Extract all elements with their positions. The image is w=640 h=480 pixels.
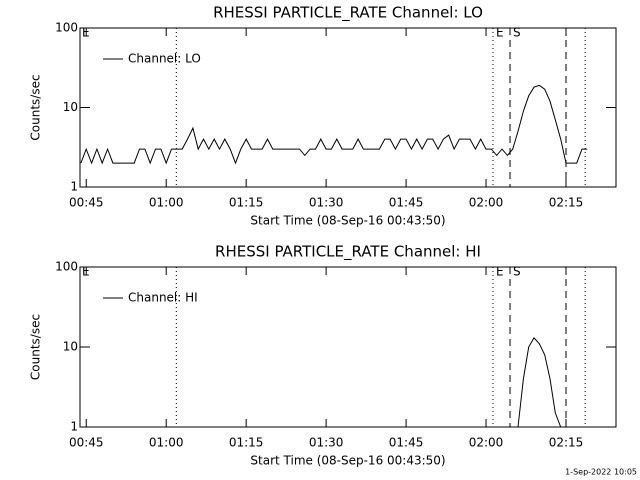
x-tick-label: 02:15	[549, 436, 584, 450]
footer: 1-Sep-2022 10:05	[565, 468, 637, 477]
x-tick-label: 01:15	[229, 436, 264, 450]
x-tick-label: 02:00	[469, 196, 504, 210]
x-tick-label: 00:45	[69, 436, 104, 450]
x-tick-label: 02:15	[549, 196, 584, 210]
x-axis-label: Start Time (08-Sep-16 00:43:50)	[250, 454, 445, 468]
y-axis-label: Counts/sec	[29, 74, 43, 140]
x-tick-label: 01:45	[389, 196, 424, 210]
corner-label: E	[82, 26, 90, 40]
annotation: S	[513, 26, 521, 40]
x-tick-label: 01:00	[149, 436, 184, 450]
chart-title: RHESSI PARTICLE_RATE Channel: HI	[215, 243, 481, 262]
legend-label: Channel: LO	[128, 52, 201, 66]
x-tick-label: 01:00	[149, 196, 184, 210]
series-line	[517, 337, 562, 428]
x-tick-label: 01:30	[309, 196, 344, 210]
y-tick-label: 10	[63, 100, 78, 114]
annotation: E	[496, 265, 504, 279]
x-tick-label: 01:15	[229, 196, 264, 210]
y-tick-label: 10	[63, 340, 78, 354]
series-line	[80, 84, 588, 165]
x-tick-label: 02:00	[469, 436, 504, 450]
corner-label: E	[82, 265, 90, 279]
y-axis-label: Counts/sec	[29, 314, 43, 380]
x-tick-label: 00:45	[69, 196, 104, 210]
annotation: S	[513, 265, 521, 279]
y-tick-label: 1	[70, 180, 78, 194]
x-tick-label: 01:45	[389, 436, 424, 450]
chart-title: RHESSI PARTICLE_RATE Channel: LO	[213, 4, 483, 23]
x-axis-label: Start Time (08-Sep-16 00:43:50)	[250, 214, 445, 228]
y-tick-label: 100	[55, 21, 78, 35]
legend-label: Channel: HI	[128, 291, 198, 305]
y-tick-label: 100	[55, 260, 78, 274]
x-tick-label: 01:30	[309, 436, 344, 450]
annotation: E	[496, 26, 504, 40]
y-tick-label: 1	[70, 420, 78, 434]
